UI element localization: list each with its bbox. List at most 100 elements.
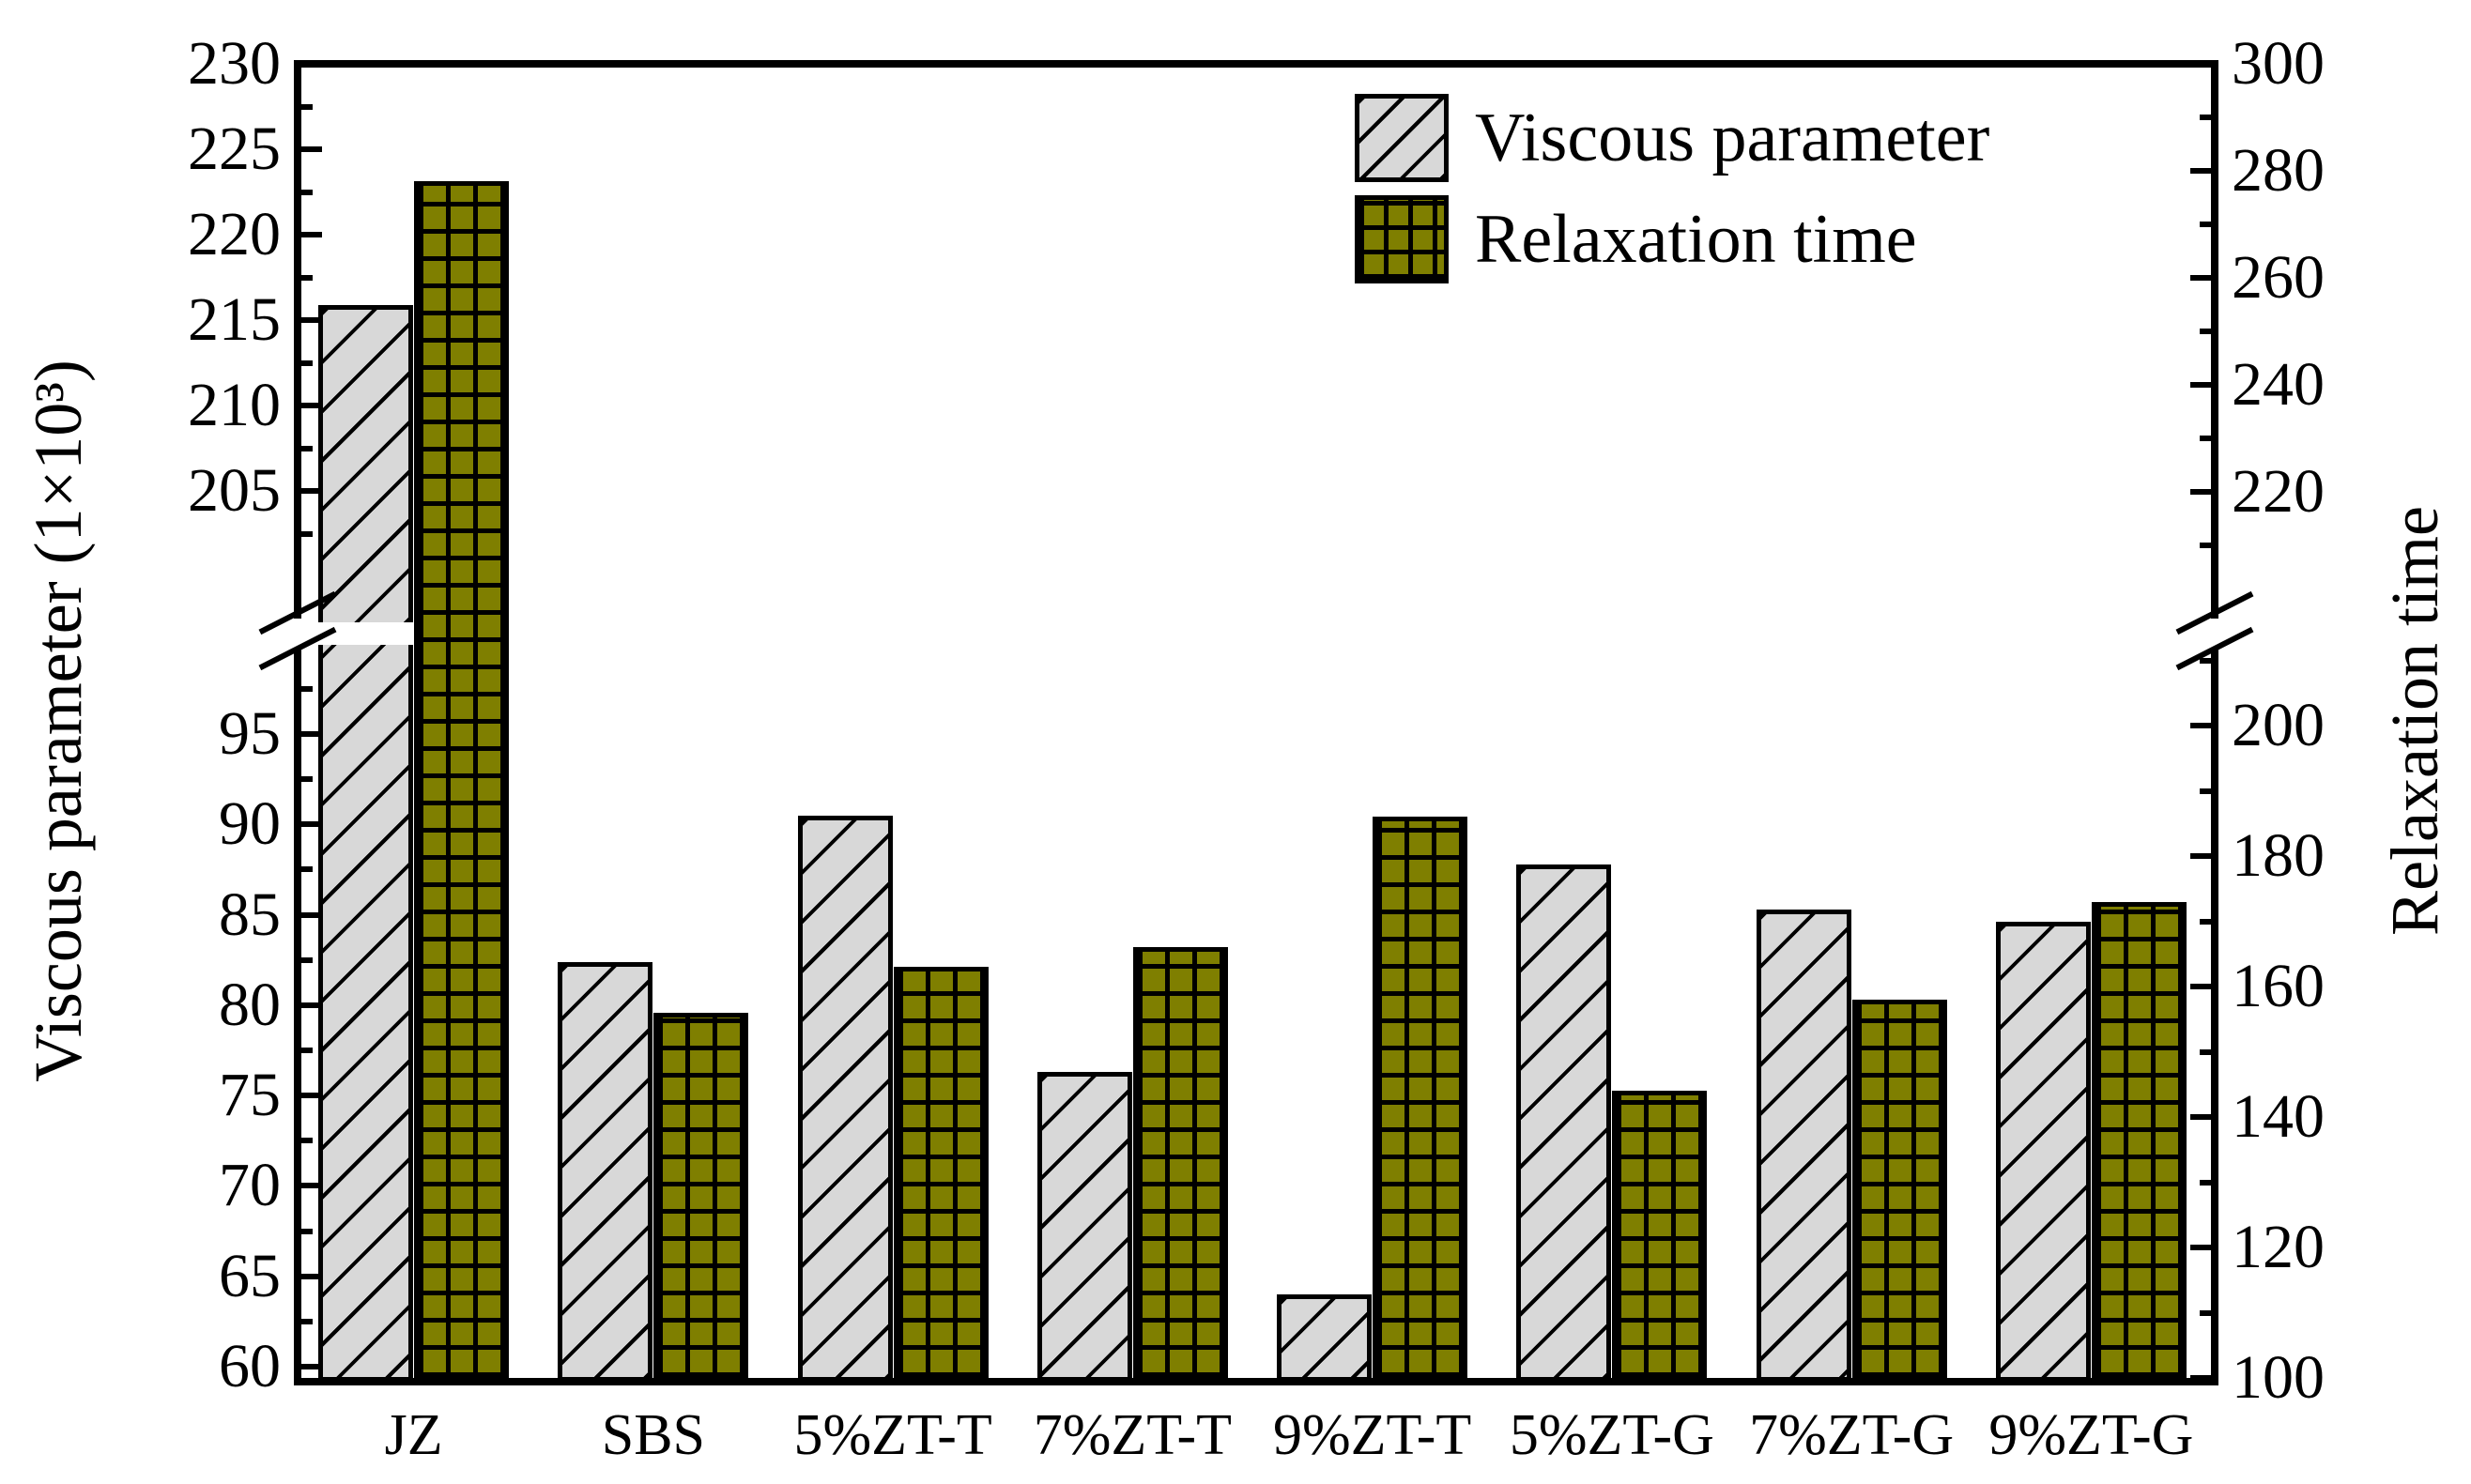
- right-major-tick: [2190, 61, 2211, 67]
- bar-relaxation-7%ZT-T: [1132, 947, 1228, 1382]
- right-major-tick: [2190, 1375, 2211, 1381]
- right-tick-label: 100: [2232, 1343, 2325, 1412]
- right-major-tick: [2190, 853, 2211, 859]
- left-minor-tick: [301, 360, 313, 366]
- category-label-SBS: SBS: [601, 1403, 706, 1467]
- left-major-tick: [301, 911, 322, 918]
- right-minor-tick: [2200, 329, 2211, 334]
- left-major-tick: [301, 232, 322, 237]
- right-major-tick: [2190, 1114, 2211, 1120]
- legend-item-viscous: Viscous parameter: [1355, 94, 1989, 182]
- left-minor-tick: [301, 685, 313, 692]
- category-label-9%ZT-G: 9%ZT-G: [1988, 1403, 2194, 1467]
- left-minor-tick: [301, 530, 313, 537]
- left-major-tick: [301, 731, 322, 737]
- left-major-tick: [301, 317, 322, 323]
- left-minor-tick: [301, 776, 313, 783]
- left-major-tick: [301, 1364, 322, 1369]
- left-tick-label: 220: [188, 200, 281, 268]
- category-label-7%ZT-T: 7%ZT-T: [1033, 1403, 1232, 1467]
- bar-relaxation-5%ZT-T: [893, 967, 989, 1382]
- bar-viscous-SBS: [558, 961, 653, 1382]
- right-axis-title: Relaxation time: [2377, 506, 2452, 936]
- bar-relaxation-9%ZT-G: [2091, 901, 2187, 1382]
- bar-relaxation-7%ZT-G: [1851, 999, 1947, 1382]
- left-minor-tick: [301, 866, 313, 873]
- right-major-tick: [2190, 1245, 2211, 1250]
- category-label-JZ: JZ: [384, 1403, 443, 1467]
- legend: Viscous parameter Relaxation time: [1355, 94, 1989, 297]
- left-major-tick: [301, 1002, 322, 1008]
- left-tick-label: 215: [188, 285, 281, 354]
- bar-viscous-7%ZT-T: [1036, 1072, 1132, 1382]
- category-label-7%ZT-G: 7%ZT-G: [1749, 1403, 1955, 1467]
- axis-break-gap: [290, 619, 305, 649]
- bar-viscous-5%ZT-G: [1516, 864, 1612, 1382]
- bar-relaxation-SBS: [653, 1012, 749, 1382]
- plot-frame-top: [294, 60, 2218, 68]
- right-tick-label: 120: [2232, 1213, 2325, 1281]
- bar-relaxation-9%ZT-T: [1373, 817, 1468, 1382]
- left-tick-label: 65: [219, 1241, 281, 1310]
- right-tick-label: 260: [2232, 243, 2325, 312]
- left-tick-label: 85: [219, 880, 281, 949]
- left-minor-tick: [301, 445, 313, 451]
- plot-frame-bottom: [294, 1378, 2218, 1385]
- bar-relaxation-JZ: [414, 181, 510, 1382]
- left-minor-tick: [301, 956, 313, 963]
- left-major-tick: [301, 488, 322, 494]
- left-tick-label: 210: [188, 371, 281, 439]
- legend-label-viscous: Viscous parameter: [1475, 99, 1990, 176]
- left-minor-tick: [301, 1228, 313, 1234]
- left-minor-tick: [301, 1318, 313, 1324]
- right-tick-label: 280: [2232, 136, 2325, 205]
- right-tick-label: 140: [2232, 1082, 2325, 1151]
- category-label-5%ZT-G: 5%ZT-G: [1509, 1403, 1714, 1467]
- left-tick-label: 205: [188, 456, 281, 525]
- axis-break-gap: [2207, 619, 2222, 649]
- bar-viscous-5%ZT-T: [797, 815, 893, 1382]
- left-minor-tick: [301, 1048, 313, 1053]
- right-tick-label: 220: [2232, 457, 2325, 526]
- left-major-tick: [301, 1093, 322, 1099]
- right-major-tick: [2190, 984, 2211, 989]
- axis-break-band-over-bar: [318, 622, 414, 645]
- bar-viscous-9%ZT-T: [1277, 1293, 1373, 1382]
- left-axis-title: Viscous parameter (1×10³): [21, 360, 96, 1082]
- viscous-parameter-swatch-icon: [1355, 94, 1449, 182]
- legend-label-relaxation: Relaxation time: [1475, 201, 1917, 278]
- right-minor-tick: [2200, 918, 2211, 925]
- left-minor-tick: [301, 1138, 313, 1144]
- right-major-tick: [2190, 489, 2211, 495]
- left-major-tick: [301, 403, 322, 408]
- left-tick-label: 225: [188, 115, 281, 183]
- right-major-tick: [2190, 723, 2211, 728]
- right-minor-tick: [2200, 222, 2211, 227]
- bar-relaxation-5%ZT-G: [1612, 1091, 1708, 1382]
- left-minor-tick: [301, 103, 313, 110]
- right-minor-tick: [2200, 115, 2211, 120]
- right-major-tick: [2190, 168, 2211, 174]
- right-minor-tick: [2200, 788, 2211, 794]
- left-tick-label: 95: [219, 699, 281, 768]
- bar-viscous-JZ: [318, 304, 414, 1382]
- bar-viscous-7%ZT-G: [1756, 909, 1851, 1382]
- left-tick-label: 80: [219, 970, 281, 1039]
- right-minor-tick: [2200, 657, 2211, 664]
- right-major-tick: [2190, 382, 2211, 388]
- right-minor-tick: [2200, 1179, 2211, 1186]
- left-major-tick: [301, 146, 322, 152]
- category-label-5%ZT-T: 5%ZT-T: [793, 1403, 992, 1467]
- bar-viscous-9%ZT-G: [1995, 922, 2091, 1382]
- right-tick-label: 180: [2232, 821, 2325, 890]
- right-minor-tick: [2200, 436, 2211, 441]
- category-label-9%ZT-T: 9%ZT-T: [1273, 1403, 1472, 1467]
- legend-item-relaxation: Relaxation time: [1355, 195, 1989, 283]
- right-minor-tick: [2200, 543, 2211, 548]
- left-tick-label: 90: [219, 789, 281, 859]
- left-major-tick: [301, 61, 322, 67]
- right-minor-tick: [2200, 1048, 2211, 1055]
- right-tick-label: 240: [2232, 350, 2325, 419]
- right-tick-label: 300: [2232, 29, 2325, 98]
